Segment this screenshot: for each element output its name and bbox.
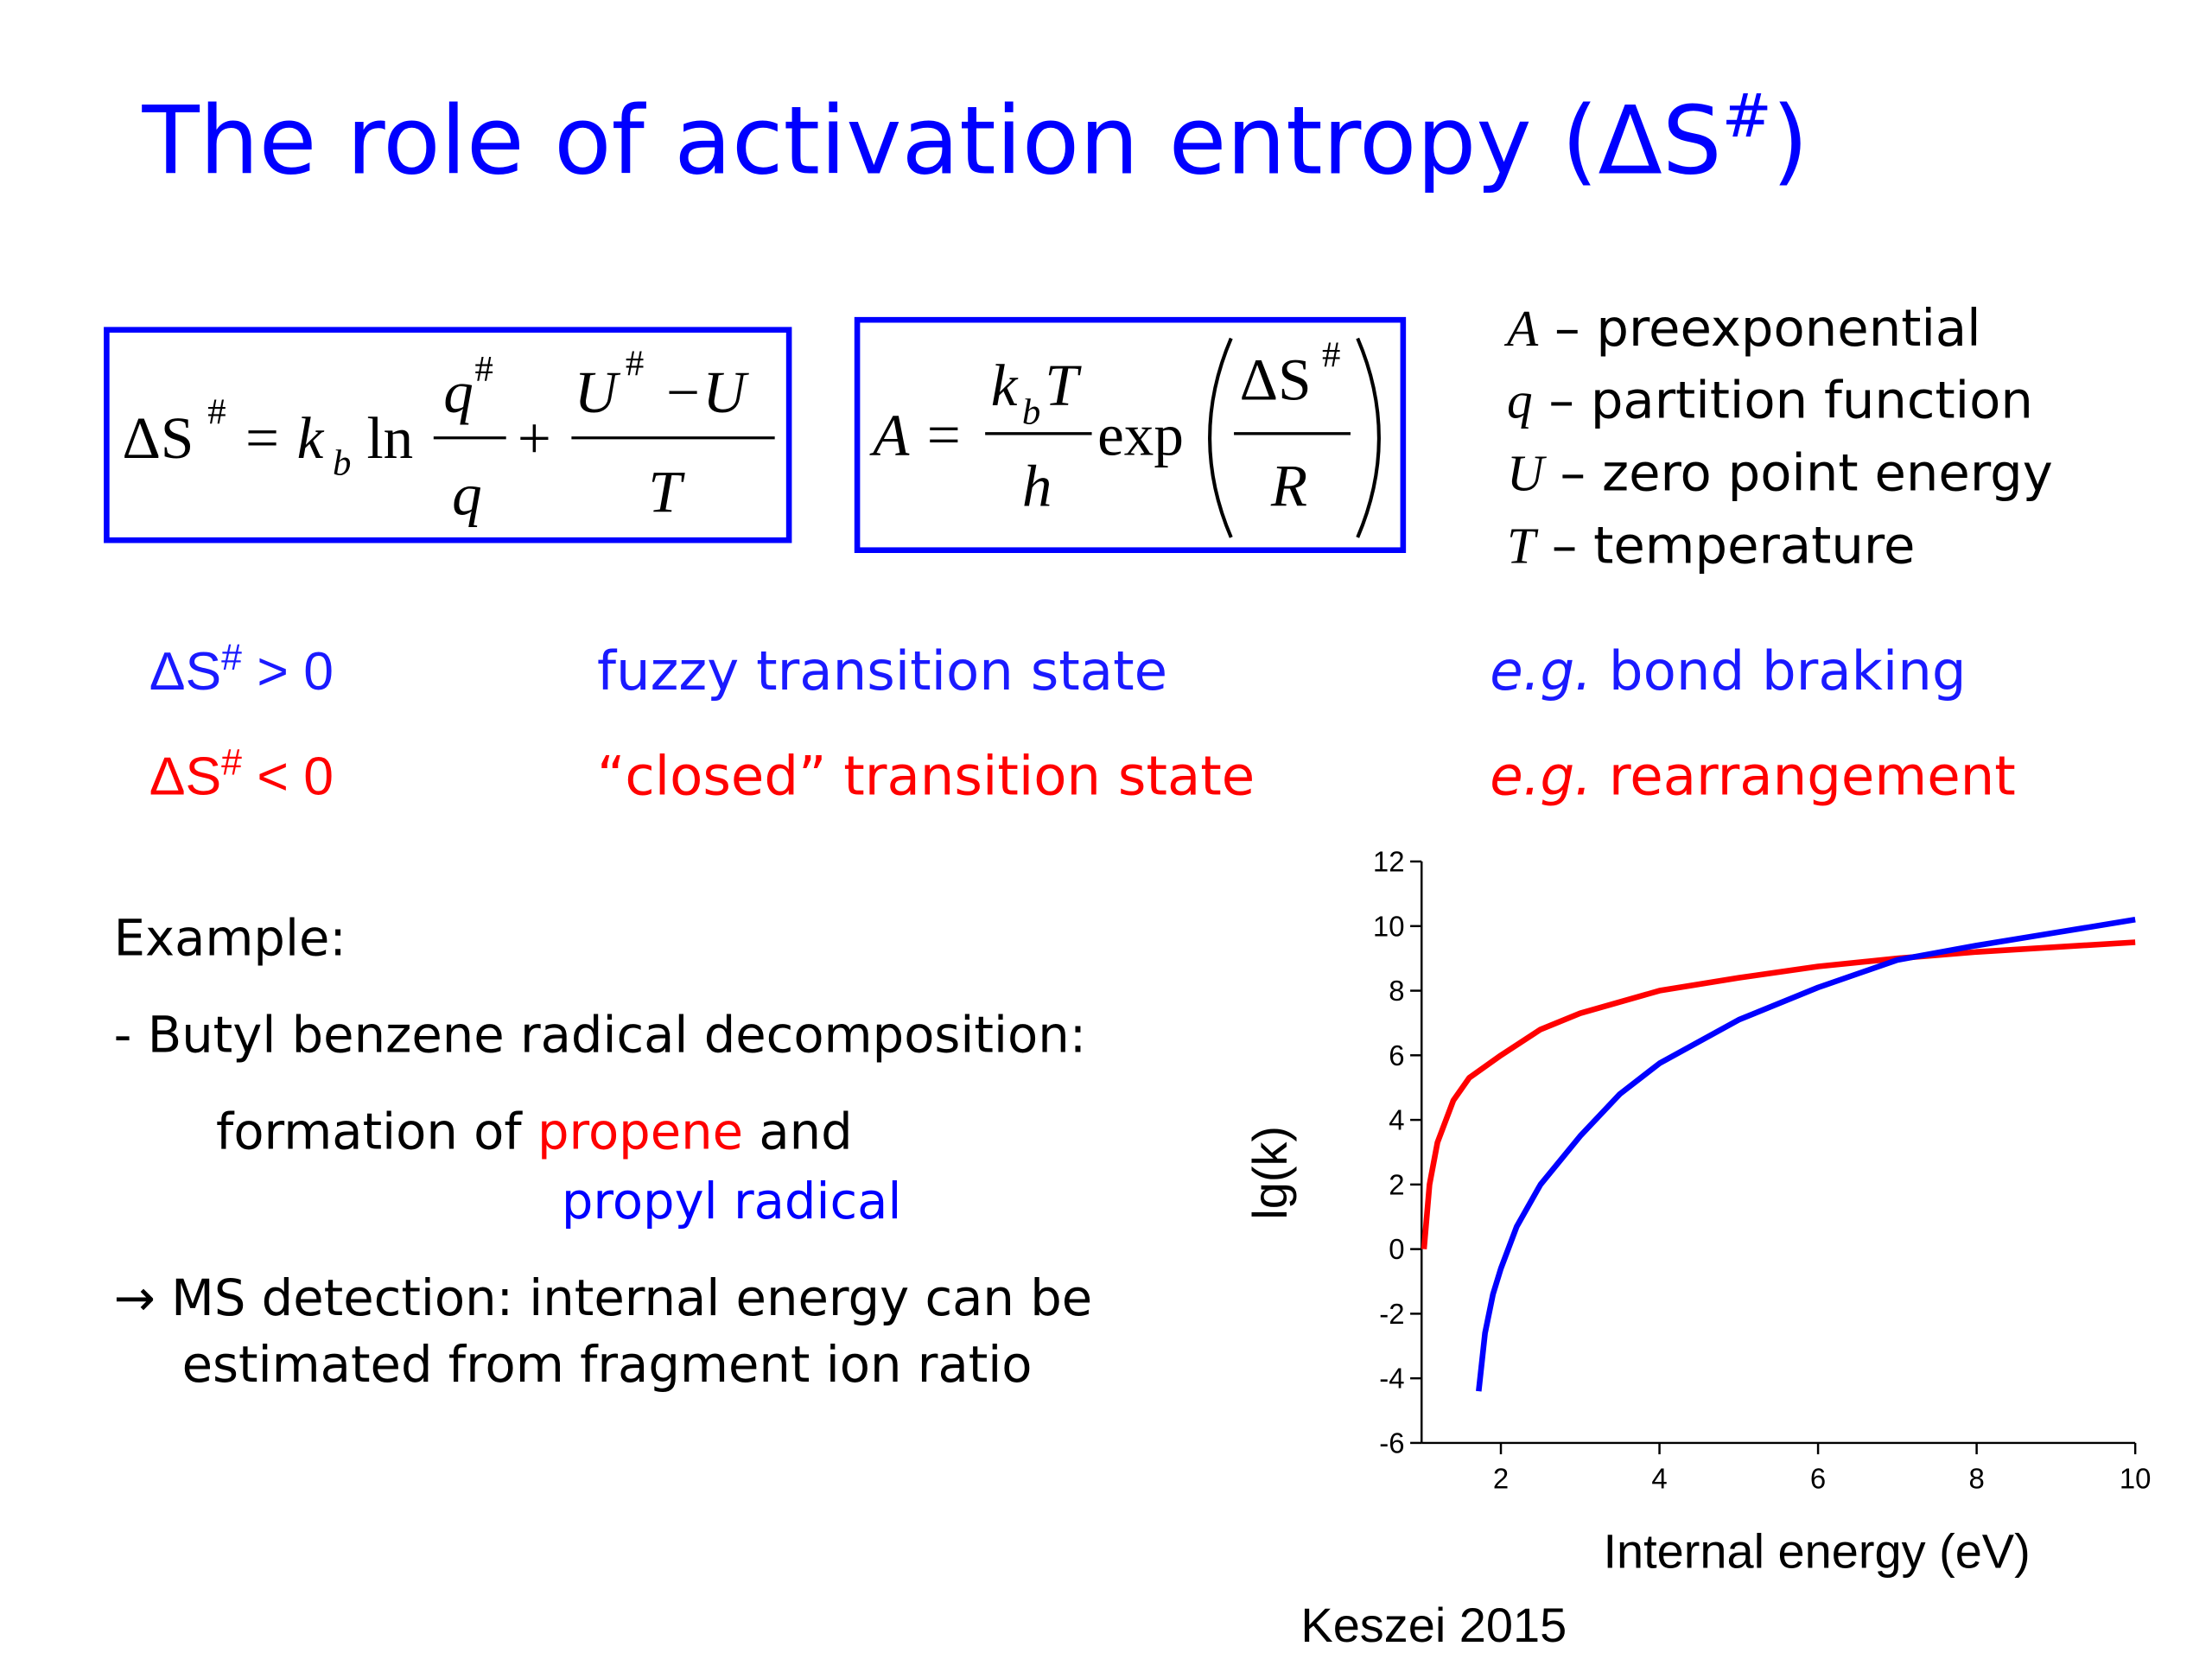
formula-token: # [626, 343, 644, 384]
example-line: estimated from fragment ion ratio [182, 1336, 1033, 1394]
definitions: A – preexponential q – partition functio… [1503, 298, 2053, 575]
x-tick-label: 6 [1810, 1463, 1826, 1495]
chart: Internal energy (eV) lg(k) -6 -4 -2 0 2 4 6 8 10… [1243, 846, 2152, 1579]
y-tick-label: 12 [1373, 846, 1405, 878]
condition-state: “closed” transition state [597, 745, 1255, 808]
definition: U – zero point energy [1507, 443, 2053, 503]
definition: q – partition function [1507, 371, 2033, 430]
y-tick-label: 0 [1389, 1233, 1404, 1265]
definition-text: – zero point energy [1544, 443, 2053, 503]
eg: e.g. [1490, 639, 1592, 702]
formula-token: q [443, 359, 474, 425]
formula-token: # [1322, 334, 1340, 375]
symbol: T [1507, 518, 1539, 575]
formula-token: + [518, 404, 551, 471]
formula-1: ΔS # = k b ln q # q + U # −U T [104, 327, 792, 543]
formula-token: U [575, 359, 621, 425]
product: propyl radical [562, 1173, 902, 1230]
y-tick-label: -6 [1379, 1427, 1404, 1459]
symbol: U [1507, 445, 1547, 502]
example-line: formation of propene and [216, 1103, 853, 1160]
data-line [1476, 917, 2136, 1392]
y-axis-label: lg(k) [1243, 1126, 1297, 1220]
source: Keszei 2015 [1300, 1598, 1567, 1652]
example-heading: Example: [114, 910, 346, 968]
y-tick-label: 6 [1389, 1039, 1404, 1071]
condition-lhs: ΔS [149, 747, 221, 807]
x-tick-label: 10 [2120, 1463, 2152, 1495]
condition-state: fuzzy transition state [597, 639, 1167, 702]
condition-rhs: < 0 [242, 747, 334, 807]
formula-token: # [207, 391, 226, 432]
y-tick-label: 10 [1373, 910, 1405, 942]
eg: e.g. [1490, 745, 1592, 808]
example-text: and [743, 1103, 853, 1160]
formula-token: b [1022, 391, 1040, 432]
formula-token: ΔS [122, 404, 194, 471]
condition: ΔS# > 0 [149, 637, 334, 702]
formula-token: k [991, 352, 1019, 418]
example: Example: - Butyl benzene radical decompo… [114, 910, 1093, 1395]
formula-box [104, 327, 792, 543]
definition: T – temperature [1507, 516, 1915, 575]
data-line [1421, 939, 2136, 1249]
y-tick-label: 8 [1389, 975, 1404, 1007]
example-line: → MS detection: internal energy can be [114, 1269, 1093, 1327]
condition: ΔS# < 0 [149, 742, 334, 807]
definition-text: – temperature [1535, 516, 1916, 575]
title: The role of activation entropy (ΔS#) [142, 82, 1808, 196]
condition-sup: # [221, 742, 242, 784]
symbol: A [1503, 300, 1539, 357]
condition-row: ΔS# > 0 fuzzy transition state e.g. bond… [149, 637, 1967, 702]
parenthesis [1356, 337, 1381, 538]
symbol: q [1507, 372, 1533, 429]
formula-token: = k [242, 404, 325, 471]
condition-lhs: ΔS [149, 641, 221, 702]
example-text: bond braking [1592, 639, 1966, 702]
condition-example: e.g. rearrangement [1490, 745, 2016, 808]
condition-rhs: > 0 [242, 641, 334, 702]
title-close: ) [1772, 86, 1808, 196]
formula-2: A = k b T h exp ΔS # R [854, 316, 1407, 553]
definition-text: – preexponential [1538, 298, 1981, 358]
y-tick-label: -4 [1379, 1363, 1404, 1395]
title-sup: # [1722, 82, 1772, 151]
condition-example: e.g. bond braking [1490, 639, 1966, 702]
formula-token: T [1045, 352, 1082, 418]
formula-box [854, 316, 1407, 553]
x-tick-label: 8 [1968, 1463, 1984, 1495]
condition-row: ΔS# < 0 “closed” transition state e.g. r… [149, 742, 2016, 808]
formula-token: −U [663, 359, 750, 425]
title-text: The role of activation entropy (ΔS [142, 86, 1722, 196]
formula-token: b [333, 443, 351, 484]
definition-text: – partition function [1533, 371, 2033, 430]
x-axis-label: Internal energy (eV) [1604, 1524, 2031, 1579]
formula-token: exp [1097, 401, 1184, 467]
formula-token: R [1270, 453, 1307, 519]
example-text: rearrangement [1592, 745, 2016, 808]
y-tick-label: -2 [1379, 1298, 1404, 1330]
product: propene [537, 1103, 743, 1160]
formula-token: T [648, 458, 685, 524]
parenthesis [1208, 337, 1233, 538]
condition-sup: # [221, 637, 242, 678]
formula-token: # [475, 349, 493, 390]
formula-token: A = [869, 401, 963, 467]
formula-token: h [1022, 453, 1052, 519]
example-item: - Butyl benzene radical decomposition: [114, 1006, 1087, 1064]
example-text: formation of [216, 1103, 537, 1160]
x-tick-label: 2 [1493, 1463, 1509, 1495]
x-tick-label: 4 [1651, 1463, 1667, 1495]
y-tick-label: 2 [1389, 1168, 1404, 1200]
formula-token: ln [366, 404, 413, 471]
formula-token: ΔS [1240, 346, 1312, 412]
formula-token: q [452, 461, 482, 528]
definition: A – preexponential [1503, 298, 1981, 358]
y-tick-label: 4 [1389, 1104, 1404, 1136]
